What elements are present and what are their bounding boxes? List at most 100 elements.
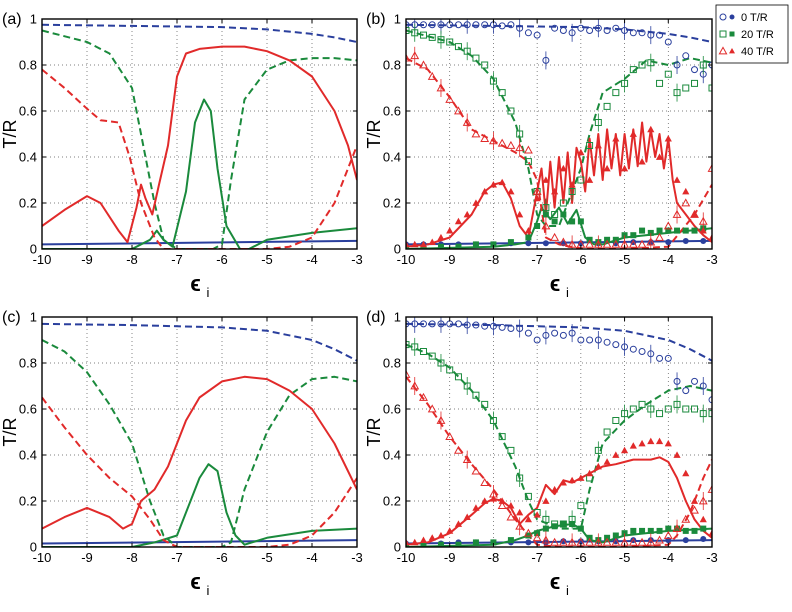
data-point-green-square — [621, 530, 628, 537]
x-axis-label: ϵ — [550, 569, 561, 594]
data-point-blue-circle — [577, 336, 585, 344]
data-point-red-triangle — [620, 446, 629, 454]
x-tick-label: -9 — [81, 550, 93, 565]
x-tick-label: -5 — [261, 550, 273, 565]
x-tick-label: -9 — [444, 550, 456, 565]
data-point-blue-circle — [406, 320, 410, 328]
data-point-red-triangle — [638, 158, 646, 165]
panel-a: -10 -9 -8 -7 -6 -5 -4 -3 0 0.2 0.4 0.6 0.8 1 ϵ i T/R (a) — [0, 11, 363, 300]
data-point-green-square — [534, 223, 541, 229]
data-point-red-triangle — [602, 239, 612, 248]
data-point-red-triangle — [454, 217, 463, 225]
x-tick-label: -5 — [261, 252, 273, 267]
data-point-green-square — [406, 27, 410, 34]
data-point-blue-circle — [673, 61, 681, 69]
data-point-red-triangle — [655, 535, 664, 544]
data-point-red-triangle — [698, 496, 708, 505]
data-point-blue-circle — [481, 322, 489, 330]
data-point-red-triangle — [506, 512, 516, 521]
data-point-green-square — [551, 211, 559, 218]
data-point-green-square — [586, 142, 594, 149]
data-point-green-square — [612, 417, 620, 424]
data-point-green-square — [437, 36, 445, 44]
data-point-blue-circle — [594, 336, 602, 344]
data-point-blue-circle — [472, 321, 480, 329]
data-point-green-square — [682, 84, 690, 92]
data-point-red-triangle — [542, 176, 550, 183]
data-point-red-triangle — [577, 148, 585, 156]
data-point-blue-circle — [551, 24, 559, 32]
panel-c: -10 -9 -8 -7 -6 -5 -4 -3 0 0.2 0.4 0.6 0.8 1 ϵ i T/R (c) — [0, 309, 363, 598]
data-point-red-triangle — [506, 140, 516, 149]
data-point-blue-circle — [524, 29, 532, 37]
x-tick-label: -10 — [33, 252, 52, 267]
y-axis-label: T/R — [0, 120, 20, 149]
data-point-blue-circle — [525, 539, 532, 546]
data-point-red-triangle — [690, 210, 699, 218]
data-point-red-triangle — [427, 404, 437, 413]
y-tick-label: 0 — [30, 540, 37, 555]
data-point-red-triangle — [611, 239, 621, 248]
data-point-red-triangle — [637, 239, 647, 248]
data-point-red-triangle — [436, 83, 446, 92]
plot-frame — [405, 316, 713, 548]
x-axis-label-subscript: i — [566, 583, 569, 598]
data-point-green-square — [682, 527, 689, 534]
x-tick-label: -10 — [33, 550, 52, 565]
data-point-blue-circle — [454, 21, 462, 29]
data-point-green-square — [428, 352, 436, 360]
legend-open-triangle — [718, 46, 728, 55]
data-point-green-square — [507, 537, 514, 544]
data-point-blue-circle — [463, 321, 471, 329]
data-point-green-square — [665, 525, 672, 532]
data-point-red-triangle — [551, 485, 559, 493]
data-point-blue-circle — [419, 21, 427, 29]
y-tick-label: 0.4 — [383, 448, 401, 463]
data-point-blue-circle — [542, 331, 550, 339]
data-point-red-triangle — [524, 515, 532, 523]
legend-label: 20 T/R — [741, 29, 774, 41]
data-point-green-square — [490, 241, 497, 248]
data-point-blue-circle — [551, 329, 559, 337]
data-point-red-triangle — [462, 454, 472, 463]
data-point-red-triangle — [498, 178, 506, 186]
data-point-blue-circle — [682, 237, 689, 244]
data-point-red-triangle — [568, 181, 576, 188]
y-tick-label: 0.6 — [383, 402, 401, 417]
data-point-green-square — [489, 417, 497, 424]
data-point-red-triangle — [488, 136, 498, 145]
x-tick-label: -3 — [706, 550, 718, 565]
data-point-green-square — [560, 211, 567, 218]
markers-group — [406, 19, 712, 249]
data-point-green-square — [551, 523, 558, 530]
series-group — [406, 322, 712, 547]
data-point-blue-circle — [700, 237, 707, 244]
data-point-red-triangle — [568, 476, 576, 484]
data-point-green-square — [638, 61, 646, 69]
data-point-green-square — [656, 227, 663, 234]
y-tick-label: 0.6 — [19, 402, 37, 417]
data-point-blue-circle — [406, 21, 410, 29]
series-line-green-dashed — [406, 29, 712, 227]
series-line-green-dashed — [42, 339, 357, 547]
data-point-red-triangle — [707, 163, 712, 172]
y-tick-label: 1 — [30, 12, 37, 27]
data-point-red-triangle — [411, 240, 419, 248]
plot-frame — [41, 316, 358, 548]
x-tick-label: -6 — [216, 252, 228, 267]
data-point-green-square — [454, 373, 462, 381]
data-point-blue-circle — [603, 27, 611, 34]
x-axis-label-subscript: i — [207, 285, 210, 300]
y-tick-label: 1 — [394, 310, 401, 325]
data-point-red-triangle — [419, 536, 428, 543]
data-point-red-triangle — [550, 537, 560, 546]
data-point-red-triangle — [437, 233, 445, 241]
data-point-red-triangle — [699, 515, 707, 523]
data-point-green-square — [612, 89, 620, 97]
series-line-green-solid — [42, 98, 357, 249]
data-point-red-triangle — [481, 497, 489, 504]
y-tick-label: 0.4 — [383, 150, 401, 165]
data-point-red-triangle — [612, 135, 620, 142]
data-point-green-square — [621, 232, 628, 239]
